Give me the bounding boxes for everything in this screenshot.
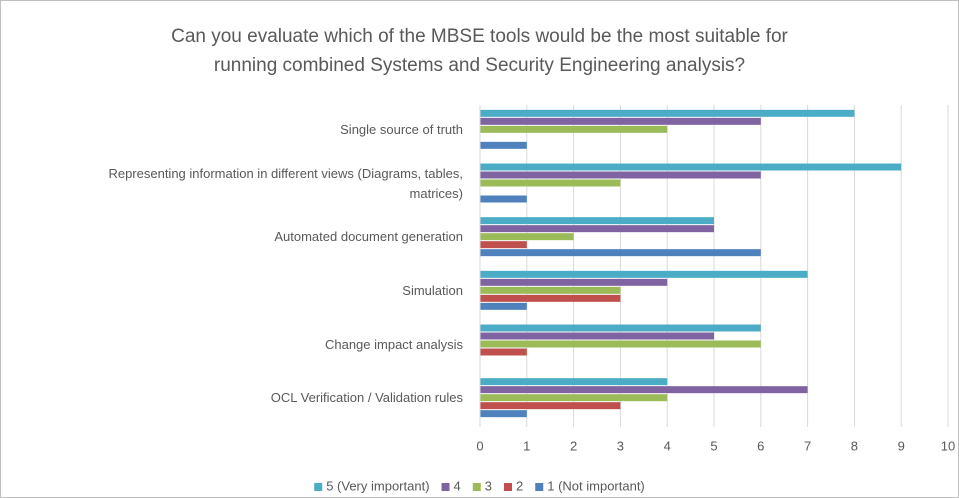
bar: [480, 163, 902, 171]
bar: [480, 332, 714, 340]
legend-swatch: [472, 483, 481, 491]
bar: [480, 225, 714, 233]
chart-title: Can you evaluate which of the MBSE tools…: [171, 26, 788, 76]
category-label: Simulation: [402, 282, 463, 298]
x-tick-label: 8: [851, 438, 858, 453]
bar: [480, 348, 527, 356]
bar: [480, 386, 808, 394]
category-label: OCL Verification / Validation rules: [270, 390, 463, 406]
bar: [480, 410, 527, 418]
x-tick-label: 0: [476, 438, 483, 453]
x-tick-label: 6: [757, 438, 764, 453]
bar: [480, 286, 621, 294]
legend-swatch: [314, 483, 323, 491]
bar: [480, 249, 761, 257]
x-tick-label: 5: [710, 438, 717, 453]
legend-swatch: [535, 483, 544, 491]
bar: [480, 109, 855, 117]
bar: [480, 394, 668, 402]
bar: [480, 195, 527, 203]
x-tick-label: 10: [941, 438, 955, 453]
bar: [480, 294, 621, 302]
bar: [480, 278, 668, 286]
legend-swatch: [504, 483, 513, 491]
bar: [480, 324, 761, 332]
bar: [480, 171, 761, 179]
x-tick-label: 9: [898, 438, 905, 453]
legend-label: 5 (Very important): [326, 478, 429, 493]
bar: [480, 217, 714, 225]
bar: [480, 340, 761, 348]
category-label: Single source of truth: [340, 121, 463, 137]
x-tick-label: 4: [664, 438, 671, 453]
legend-label: 3: [485, 478, 492, 493]
category-label: Automated document generation: [274, 229, 463, 245]
bar: [480, 378, 668, 386]
legend-label: 4: [454, 478, 461, 493]
bar: [480, 241, 527, 249]
legend-label: 1 (Not important): [547, 478, 645, 493]
bar: [480, 179, 621, 187]
bar: [480, 233, 574, 241]
bar: [480, 270, 808, 278]
bar: [480, 141, 527, 149]
legend-label: 2: [516, 478, 523, 493]
bar: [480, 117, 761, 125]
x-tick-label: 7: [804, 438, 811, 453]
category-label: Change impact analysis: [324, 336, 463, 352]
bar: [480, 125, 668, 133]
category-label: Representing information in different vi…: [108, 165, 463, 201]
x-tick-label: 3: [617, 438, 624, 453]
bar: [480, 302, 527, 310]
bar: [480, 402, 621, 410]
x-tick-label: 2: [570, 438, 577, 453]
x-tick-label: 1: [523, 438, 530, 453]
legend-swatch: [441, 483, 450, 491]
